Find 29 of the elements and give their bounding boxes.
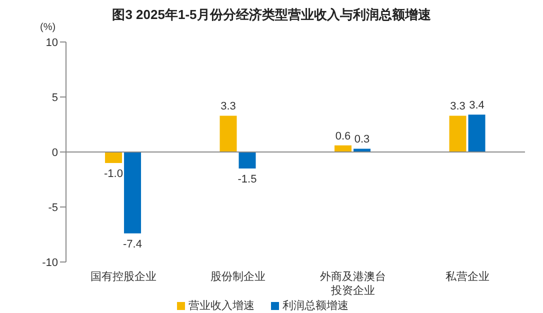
data-label: 0.6: [335, 130, 351, 142]
data-label: -1.5: [238, 174, 257, 186]
chart-title: 图3 2025年1-5月份分经济类型营业收入与利润总额增速: [112, 7, 431, 22]
bar: [238, 152, 256, 168]
data-label: 3.3: [220, 100, 236, 113]
bar: [334, 145, 352, 152]
data-label: 3.3: [450, 100, 466, 113]
bar: [468, 114, 486, 152]
data-label: 0.3: [354, 134, 370, 146]
bar: [105, 152, 122, 163]
legend-label: 营业收入增速: [188, 299, 254, 313]
data-label: -1.0: [104, 168, 123, 180]
legend-label: 利润总额增速: [282, 298, 348, 313]
x-tick-label: 国有控股企业: [90, 270, 156, 283]
bar: [220, 116, 237, 152]
bar: [354, 148, 371, 152]
y-tick-label: 5: [52, 92, 58, 104]
data-label: -7.4: [123, 238, 142, 250]
data-label: 3.4: [469, 100, 484, 112]
bar: [124, 152, 142, 234]
y-axis-title: (%): [40, 22, 56, 33]
y-tick-label: 10: [46, 36, 58, 49]
y-tick-label: -5: [48, 202, 58, 214]
bar: [449, 116, 466, 152]
x-tick-label: 股份制企业: [210, 270, 266, 283]
x-tick-label: 私营企业: [446, 270, 490, 283]
y-tick-label: -10: [42, 256, 58, 269]
x-tick-label: 外商及港澳台投资企业: [320, 270, 386, 297]
y-tick-label: 0: [52, 146, 58, 159]
